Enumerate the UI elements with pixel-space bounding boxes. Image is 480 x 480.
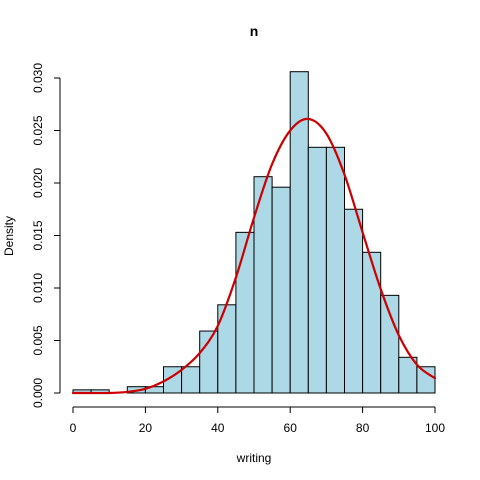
y-tick-label: 0.025	[31, 115, 45, 145]
histogram-bar	[271, 186, 291, 394]
chart-title: n	[250, 23, 259, 39]
y-tick-label: 0.030	[31, 63, 45, 93]
y-tick-label: 0.000	[31, 378, 45, 408]
x-tick-label: 100	[425, 421, 445, 435]
histogram-bar	[235, 231, 255, 394]
y-tick-label: 0.010	[31, 273, 45, 303]
x-axis-label: writing	[236, 451, 272, 465]
x-tick-label: 20	[139, 421, 153, 435]
x-axis: 0 20 40 60 80 100	[70, 406, 445, 435]
histogram-bar	[416, 366, 436, 394]
x-tick-label: 80	[356, 421, 370, 435]
x-tick-label: 60	[284, 421, 298, 435]
x-tick-label: 0	[70, 421, 77, 435]
histogram-bar	[307, 146, 327, 394]
y-tick-label: 0.005	[31, 325, 45, 355]
histogram-bar	[325, 146, 345, 394]
y-axis: 0.000 0.005 0.010 0.015 0.020 0.025 0.030	[31, 63, 61, 408]
y-tick-label: 0.015	[31, 220, 45, 250]
histogram-bar	[380, 294, 400, 394]
y-axis-label: Density	[2, 216, 16, 256]
histogram-bar	[344, 208, 364, 394]
y-tick-label: 0.020	[31, 168, 45, 198]
histogram-bar	[362, 251, 382, 394]
x-tick-label: 40	[211, 421, 225, 435]
bars-group	[72, 71, 436, 394]
histogram-bar	[181, 366, 201, 394]
density-curve	[71, 117, 437, 395]
